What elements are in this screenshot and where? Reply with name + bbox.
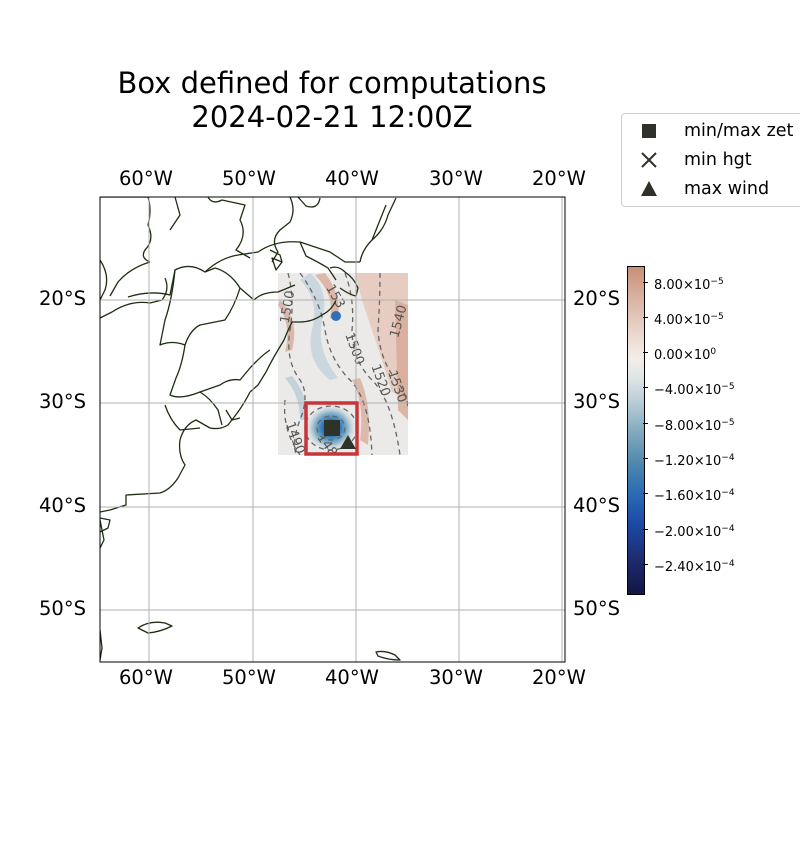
lon-tick-top-40w: 40°W bbox=[325, 167, 379, 190]
lon-tick-top-60w: 60°W bbox=[119, 167, 173, 190]
lon-tick-bottom-60w: 60°W bbox=[119, 666, 173, 689]
colorbar-tick bbox=[643, 423, 648, 424]
title-line-1: Box defined for computations bbox=[117, 66, 547, 100]
lon-tick-bottom-20w: 20°W bbox=[532, 666, 586, 689]
legend: min/max zet min hgt max wind bbox=[621, 113, 800, 207]
legend-label-min-max-zeta: min/max zet bbox=[684, 121, 794, 141]
lat-tick-left-30s: 30°S bbox=[39, 390, 86, 413]
colorbar-label: 4.00×10−5 bbox=[654, 312, 724, 328]
colorbar-tick bbox=[643, 387, 648, 388]
colorbar-tick bbox=[643, 564, 648, 565]
title-line-2: 2024-02-21 12:00Z bbox=[191, 100, 473, 134]
colorbar-label: −4.00×10−5 bbox=[654, 382, 735, 398]
max-wind-marker bbox=[340, 435, 356, 449]
colorbar-label: −2.40×10−4 bbox=[654, 559, 735, 575]
colorbar-tick bbox=[643, 529, 648, 530]
colorbar-label: −8.00×10−5 bbox=[654, 418, 735, 434]
map-title: Box defined for computations 2024-02-21 … bbox=[82, 66, 582, 134]
lat-tick-right-50s: 50°S bbox=[573, 597, 620, 620]
legend-item-max-wind: max wind bbox=[622, 176, 800, 202]
lat-tick-left-20s: 20°S bbox=[39, 287, 86, 310]
legend-item-min-max-zeta: min/max zet bbox=[622, 118, 800, 144]
square-marker-icon bbox=[642, 124, 656, 138]
vorticity-field: 1500 1540 1520 1530 1490 1480 153 1500 bbox=[278, 273, 408, 455]
lat-tick-right-20s: 20°S bbox=[573, 287, 620, 310]
map-frame bbox=[99, 196, 566, 663]
min-max-zeta-marker bbox=[324, 420, 340, 436]
colorbar-label: −1.20×10−4 bbox=[654, 453, 735, 469]
x-marker-icon bbox=[641, 152, 657, 168]
coastlines bbox=[100, 197, 401, 661]
legend-item-min-hgt: min hgt bbox=[622, 147, 800, 173]
lon-tick-bottom-30w: 30°W bbox=[429, 666, 483, 689]
colorbar-tick bbox=[643, 458, 648, 459]
lon-tick-top-20w: 20°W bbox=[532, 167, 586, 190]
lat-tick-left-40s: 40°S bbox=[39, 494, 86, 517]
colorbar-label: −1.60×10−4 bbox=[654, 488, 735, 504]
triangle-marker-icon bbox=[641, 181, 657, 196]
lat-tick-right-30s: 30°S bbox=[573, 390, 620, 413]
colorbar bbox=[627, 266, 645, 595]
legend-label-min-hgt: min hgt bbox=[684, 150, 752, 170]
lon-tick-top-30w: 30°W bbox=[429, 167, 483, 190]
lon-tick-bottom-40w: 40°W bbox=[325, 666, 379, 689]
colorbar-tick bbox=[643, 352, 648, 353]
lon-tick-top-50w: 50°W bbox=[222, 167, 276, 190]
legend-label-max-wind: max wind bbox=[684, 179, 770, 199]
colorbar-tick bbox=[643, 317, 648, 318]
lon-tick-bottom-50w: 50°W bbox=[222, 666, 276, 689]
colorbar-label: 8.00×10−5 bbox=[654, 277, 724, 293]
computation-box bbox=[304, 401, 359, 456]
colorbar-label: −2.00×10−4 bbox=[654, 524, 735, 540]
lat-tick-right-40s: 40°S bbox=[573, 494, 620, 517]
contour-label-8: 1500 bbox=[278, 289, 299, 324]
colorbar-label: 0.00×100 bbox=[654, 347, 717, 363]
lat-tick-left-50s: 50°S bbox=[39, 597, 86, 620]
colorbar-tick bbox=[643, 493, 648, 494]
colorbar-tick bbox=[643, 282, 648, 283]
